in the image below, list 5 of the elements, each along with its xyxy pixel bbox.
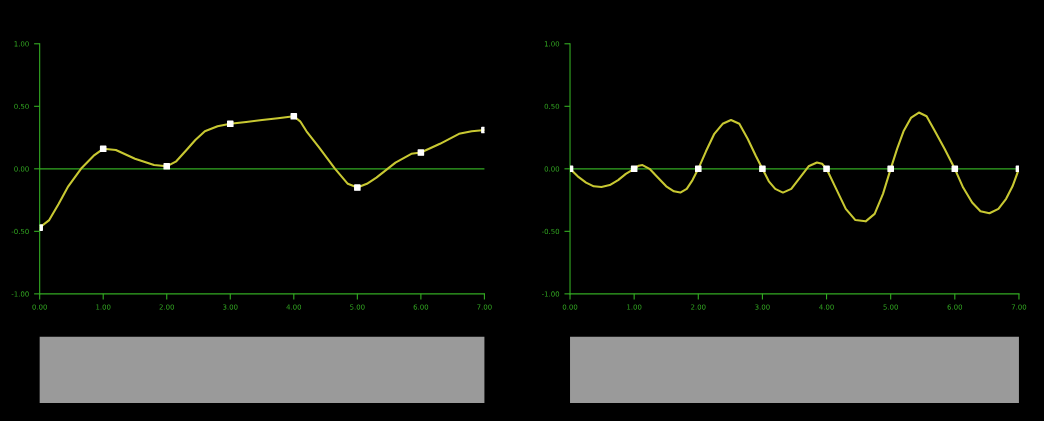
- point: [163, 163, 171, 170]
- point: [417, 149, 425, 156]
- point: [226, 120, 234, 128]
- point: [354, 184, 361, 191]
- point: [290, 113, 298, 120]
